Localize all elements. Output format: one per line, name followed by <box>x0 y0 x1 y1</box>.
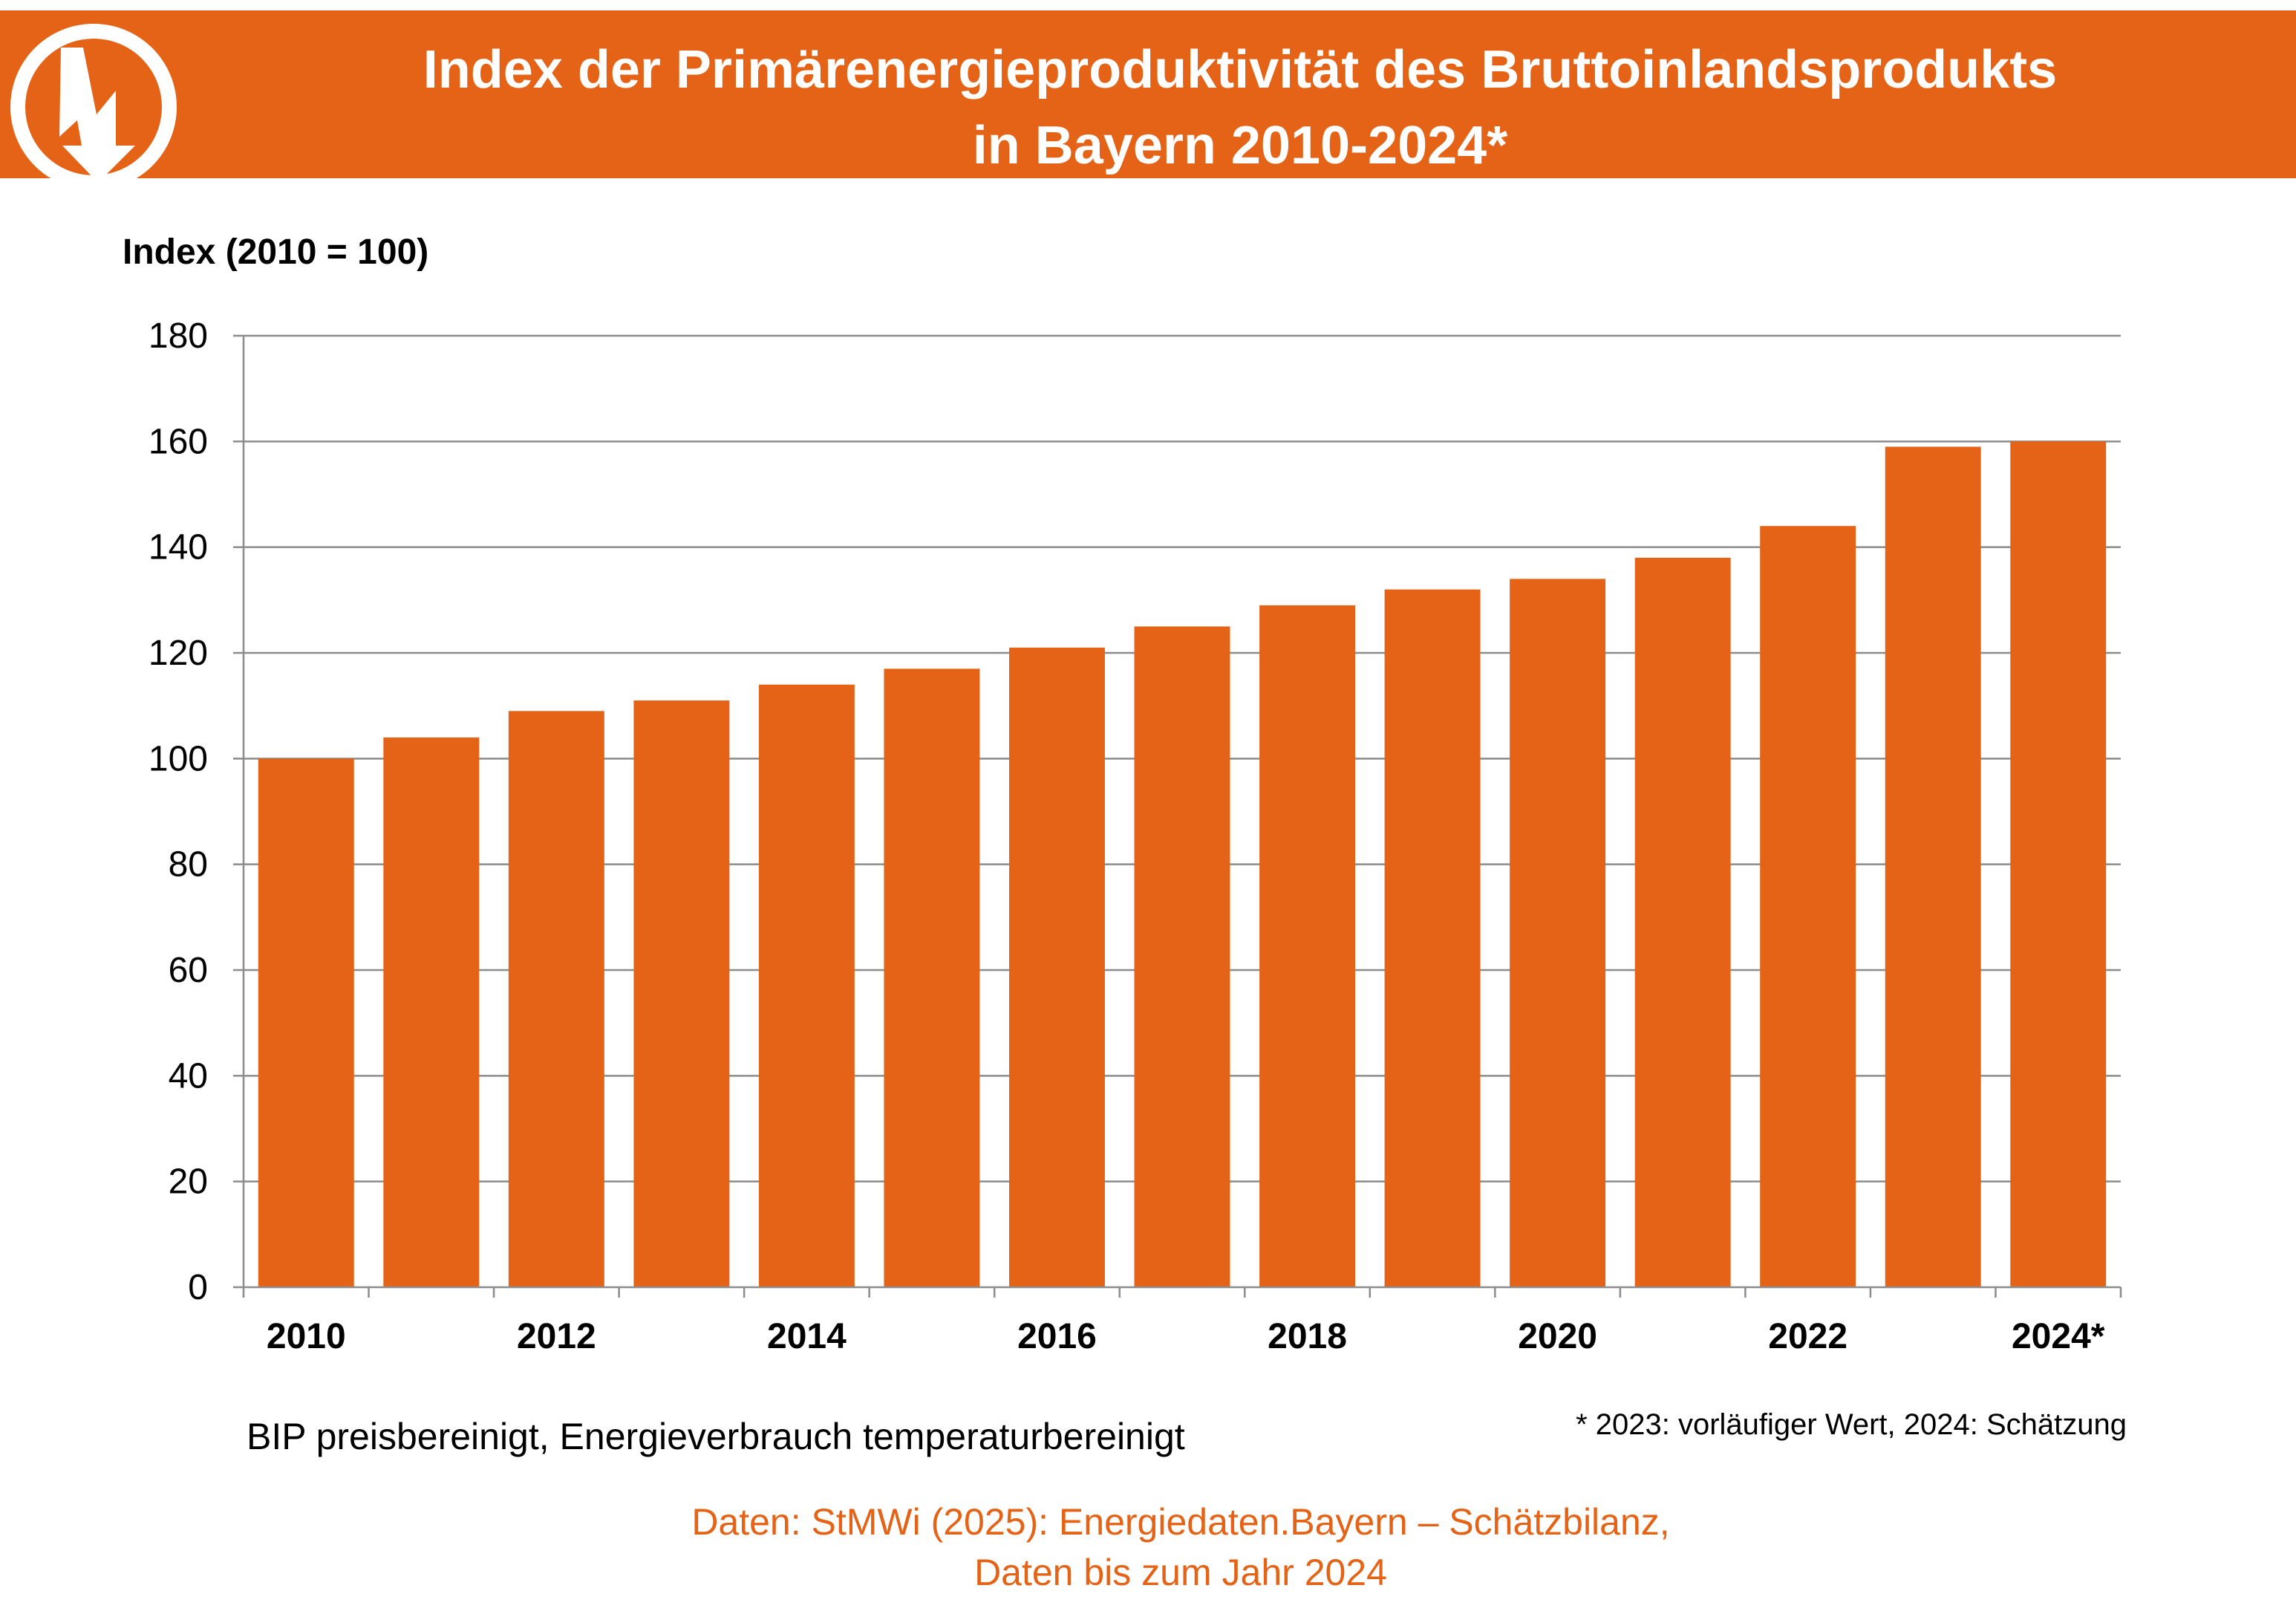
x-tick-label: 2012 <box>517 1317 596 1356</box>
y-tick-label: 160 <box>149 422 208 461</box>
bar-2013 <box>633 700 730 1287</box>
source-line2: Daten bis zum Jahr 2024 <box>974 1552 1387 1593</box>
lightning-bolt-icon <box>10 24 177 190</box>
bar-2014 <box>758 684 855 1287</box>
chart-title-line1: Index der Primärenergieproduktivität des… <box>423 40 2058 100</box>
y-axis-title: Index (2010 = 100) <box>123 232 429 272</box>
x-tick-label: 2014 <box>767 1317 847 1356</box>
x-tick-label: 2016 <box>1017 1317 1097 1356</box>
x-tick-label: 2018 <box>1268 1317 1347 1356</box>
title-banner: Index der Primärenergieproduktivität des… <box>0 10 2296 190</box>
bar-2015 <box>884 668 980 1287</box>
bar-2023 <box>1885 446 1981 1288</box>
bar-2024* <box>2010 441 2107 1288</box>
bar-2021 <box>1634 557 1731 1287</box>
bar-2019 <box>1384 589 1481 1287</box>
y-tick-label: 0 <box>188 1268 208 1307</box>
x-tick-label: 2010 <box>267 1317 346 1356</box>
y-tick-label: 80 <box>169 845 208 885</box>
y-tick-label: 40 <box>169 1056 208 1096</box>
footnote-methodology: BIP preisbereinigt, Energieverbrauch tem… <box>247 1416 1185 1457</box>
y-tick-label: 20 <box>169 1162 208 1202</box>
x-tick-label: 2020 <box>1518 1317 1597 1356</box>
chart-title-line2: in Bayern 2010-2024* <box>972 116 1508 175</box>
x-tick-label: 2024* <box>2012 1317 2105 1356</box>
footnote-estimate: * 2023: vorläufiger Wert, 2024: Schätzun… <box>1576 1408 2127 1441</box>
y-tick-label: 140 <box>149 528 208 567</box>
bar-2012 <box>508 711 604 1287</box>
bar-2011 <box>383 737 480 1287</box>
bar-2022 <box>1760 526 1856 1288</box>
bar-2010 <box>258 758 354 1287</box>
bar-2018 <box>1259 605 1355 1287</box>
bar-2017 <box>1134 626 1230 1287</box>
x-tick-label: 2022 <box>1768 1317 1847 1356</box>
y-tick-label: 120 <box>149 634 208 673</box>
y-tick-label: 60 <box>169 951 208 990</box>
bar-chart: 0 20 40 60 80 100 120 140 160 180 2010 2012 2014 2016… <box>149 316 2122 1356</box>
bar-2020 <box>1510 579 1606 1287</box>
y-tick-label: 180 <box>149 316 208 356</box>
bar-2016 <box>1009 647 1105 1287</box>
source-line1: Daten: StMWi (2025): Energiedaten.Bayern… <box>691 1501 1670 1543</box>
y-tick-label: 100 <box>149 739 208 778</box>
